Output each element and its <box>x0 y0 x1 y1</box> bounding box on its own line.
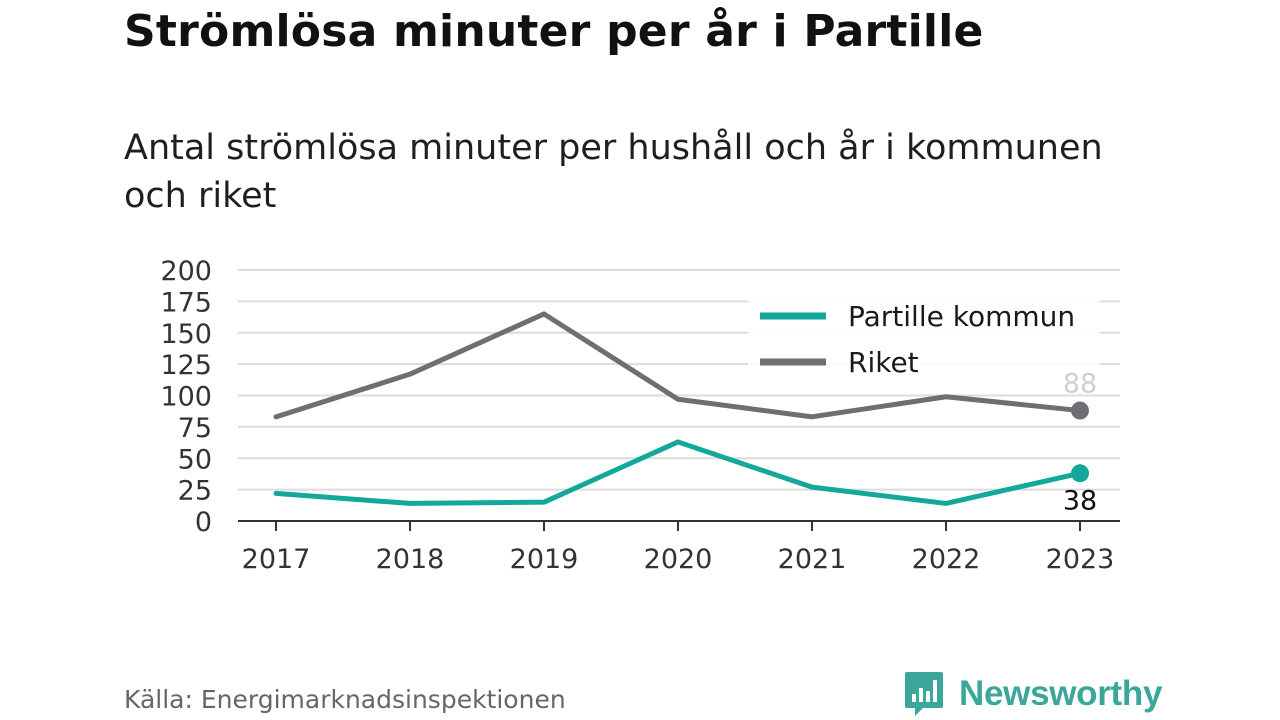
x-tick-label: 2019 <box>510 544 579 575</box>
y-tick-label: 150 <box>160 319 212 350</box>
x-tick-label: 2023 <box>1046 544 1115 575</box>
x-tick-label: 2017 <box>242 544 311 575</box>
x-tick-label: 2022 <box>912 544 981 575</box>
x-tick-label: 2021 <box>778 544 847 575</box>
y-tick-label: 200 <box>160 256 212 287</box>
legend-label: Partille kommun <box>848 300 1075 333</box>
legend-label: Riket <box>848 346 919 379</box>
y-tick-label: 0 <box>195 507 212 538</box>
y-tick-label: 75 <box>178 413 212 444</box>
data-labels: 38 88 <box>1063 369 1097 517</box>
y-tick-label: 100 <box>160 382 212 413</box>
y-tick-label: 50 <box>178 444 212 475</box>
data-label: 88 <box>1063 369 1097 400</box>
newsworthy-logo-icon <box>905 672 943 716</box>
x-tick-label: 2020 <box>644 544 713 575</box>
chart-subtitle: Antal strömlösa minuter per hushåll och … <box>124 128 1103 216</box>
x-tick-label: 2018 <box>376 544 445 575</box>
y-tick-label: 25 <box>178 476 212 507</box>
y-tick-label: 125 <box>160 350 212 381</box>
source-note: Källa: Energimarknadsinspektionen <box>124 685 566 714</box>
end-point-marker <box>1071 401 1089 420</box>
legend-box <box>748 296 1100 380</box>
data-label: 38 <box>1063 485 1097 516</box>
legend: Partille kommun Riket <box>748 296 1100 380</box>
end-point-marker <box>1071 464 1089 483</box>
brand-name: Newsworthy <box>959 674 1163 713</box>
brand-logo: Newsworthy <box>903 670 1162 718</box>
chart-title: Strömlösa minuter per år i Partille <box>124 6 984 57</box>
series-line-riket <box>273 311 1083 420</box>
series-line-partille-kommun <box>273 439 1083 506</box>
y-tick-label: 175 <box>160 287 212 318</box>
series-lines <box>273 311 1089 506</box>
